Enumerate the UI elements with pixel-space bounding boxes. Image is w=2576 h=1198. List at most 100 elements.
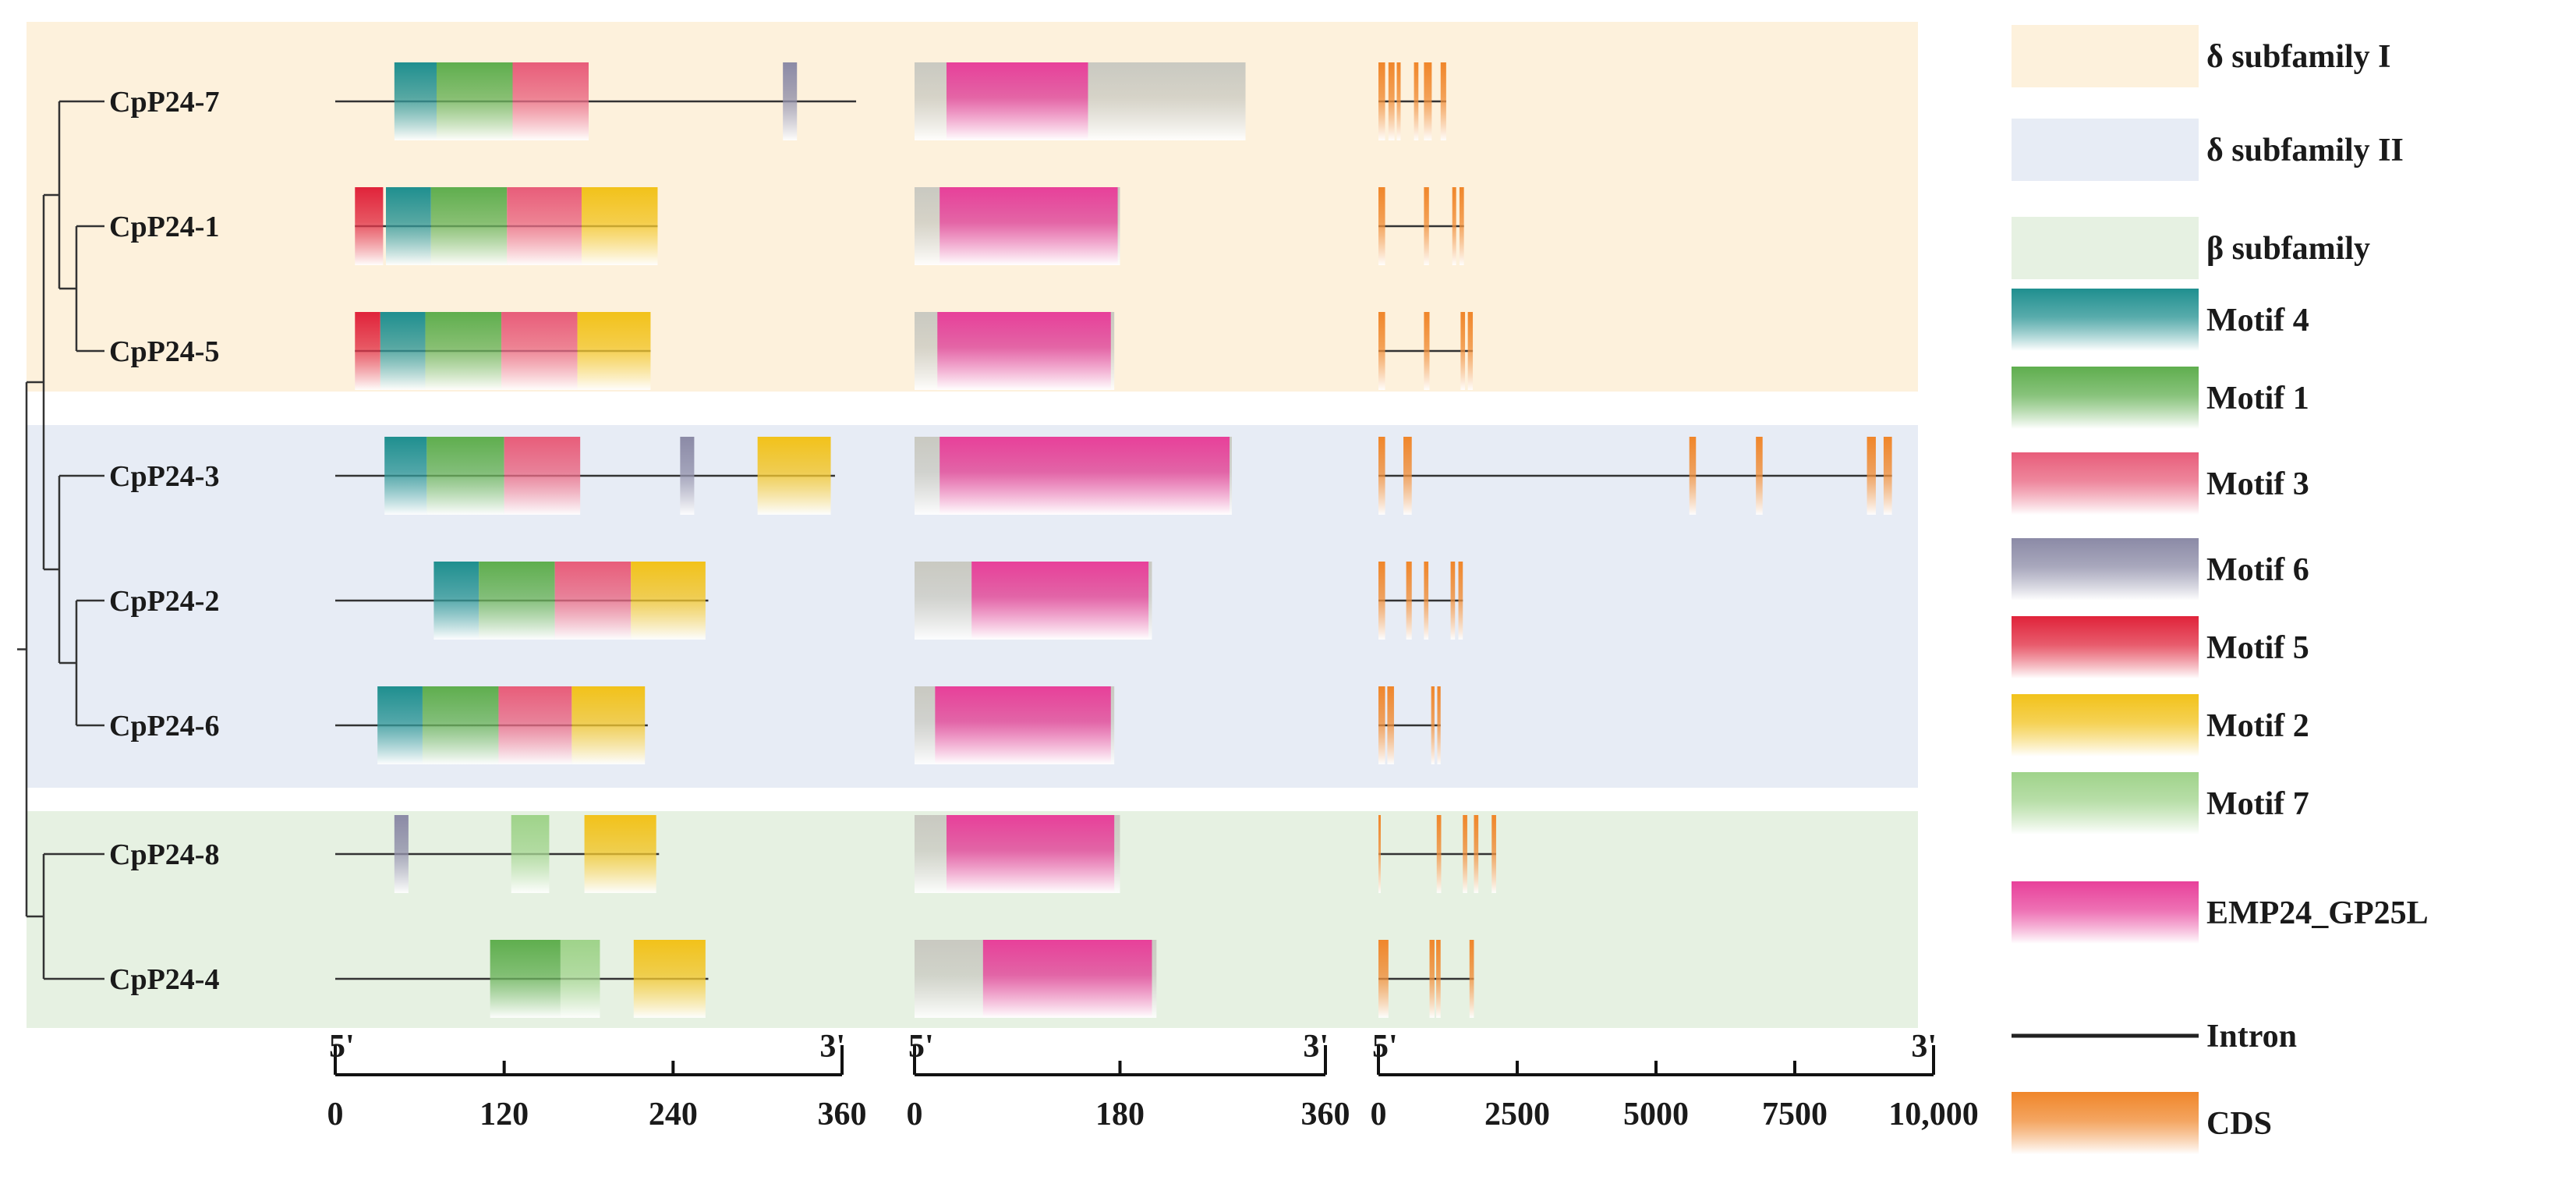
cds-exon <box>1424 562 1429 640</box>
cds-exon <box>1756 437 1763 515</box>
cds-exon <box>1378 815 1381 893</box>
cds-exon <box>1414 62 1419 140</box>
emp24-domain <box>939 437 1230 515</box>
cds-exon <box>1491 815 1496 893</box>
axis-end-label: 3' <box>819 1029 845 1065</box>
cds-exon <box>1378 686 1385 764</box>
motif-box-m4 <box>386 187 431 265</box>
cds-exon <box>1378 940 1389 1018</box>
motif-box-m1 <box>490 940 561 1018</box>
cds-exon <box>1396 62 1401 140</box>
legend-swatch-m7 <box>2012 772 2199 835</box>
legend-swatch-beta <box>2012 217 2199 279</box>
gene-label-CpP24-8: CpP24-8 <box>109 838 219 871</box>
motif-box-m7 <box>560 940 600 1018</box>
legend-label-m7: Motif 7 <box>2206 786 2309 822</box>
motif-box-m3 <box>504 437 581 515</box>
motif-box-m2 <box>577 312 651 390</box>
axis-tick-label: 2500 <box>1484 1097 1550 1132</box>
motif-box-m2 <box>584 815 656 893</box>
cds-exon <box>1452 187 1456 265</box>
gene-label-CpP24-2: CpP24-2 <box>109 585 219 618</box>
cds-exon <box>1450 562 1456 640</box>
motif-box-m4 <box>377 686 423 764</box>
legend-swatch-emp <box>2012 881 2199 944</box>
motif-box-m6 <box>680 437 695 515</box>
motif-box-m1 <box>425 312 502 390</box>
emp24-domain <box>946 815 1115 893</box>
protein-domain-panel <box>915 62 1246 1018</box>
axis-tick-label: 360 <box>818 1097 867 1132</box>
cds-exon <box>1867 437 1876 515</box>
axis-tick-label: 0 <box>327 1097 344 1132</box>
legend-label-m4: Motif 4 <box>2206 303 2309 338</box>
motif-box-m6 <box>394 815 409 893</box>
legend-label-m2: Motif 2 <box>2206 708 2309 744</box>
legend-swatch-cds <box>2012 1092 2199 1154</box>
motif-box-m1 <box>430 187 508 265</box>
motif-box-m5 <box>355 312 380 390</box>
motif-box-m1 <box>422 686 499 764</box>
legend-label-beta: β subfamily <box>2206 231 2370 267</box>
motif-box-m3 <box>501 312 578 390</box>
gene-label-CpP24-7: CpP24-7 <box>109 86 219 119</box>
axis-tick-label: 180 <box>1095 1097 1145 1132</box>
motif-box-m4 <box>394 62 437 140</box>
motif-box-m1 <box>426 437 504 515</box>
gene-label-CpP24-4: CpP24-4 <box>109 963 219 996</box>
cds-exon <box>1440 62 1446 140</box>
motif-box-m2 <box>757 437 831 515</box>
motif-box-m1 <box>479 562 555 640</box>
cds-exon <box>1387 686 1394 764</box>
emp24-domain <box>982 940 1152 1018</box>
axis-tick-label: 5000 <box>1623 1097 1689 1132</box>
cds-exon <box>1474 815 1479 893</box>
gene-label-CpP24-3: CpP24-3 <box>109 460 219 493</box>
legend-label-m3: Motif 3 <box>2206 466 2309 502</box>
cds-exon <box>1429 940 1435 1018</box>
motif-box-m2 <box>631 562 706 640</box>
cds-exon <box>1436 815 1442 893</box>
legend-swatch-m4 <box>2012 289 2199 351</box>
phylogenetic-tree <box>17 100 104 980</box>
legend-label-cds: CDS <box>2206 1106 2272 1142</box>
gene-label-CpP24-6: CpP24-6 <box>109 710 219 743</box>
legend-swatch-m3 <box>2012 452 2199 515</box>
legend-swatch-delta1 <box>2012 25 2199 87</box>
motif-box-m4 <box>380 312 426 390</box>
legend-label-m1: Motif 1 <box>2206 381 2309 416</box>
legend-swatch-m6 <box>2012 538 2199 601</box>
cds-exon <box>1406 562 1412 640</box>
cds-exon <box>1378 187 1385 265</box>
emp24-domain <box>937 312 1111 390</box>
cds-exon <box>1388 62 1395 140</box>
motif-box-m2 <box>633 940 706 1018</box>
legend-label-m6: Motif 6 <box>2206 552 2309 588</box>
axis-tick-label: 10,000 <box>1888 1097 1979 1132</box>
motif-box-m5 <box>355 187 384 265</box>
motif-box-m4 <box>384 437 427 515</box>
cds-exon <box>1424 187 1429 265</box>
motif-box-m2 <box>581 187 658 265</box>
cds-exon <box>1378 62 1385 140</box>
legend-swatch-delta2 <box>2012 119 2199 181</box>
legend-label-delta2: δ subfamily II <box>2206 133 2404 168</box>
cds-exon <box>1463 815 1467 893</box>
gene-label-CpP24-1: CpP24-1 <box>109 211 219 243</box>
axis-tick-label: 7500 <box>1762 1097 1828 1132</box>
scale-axes: 0 120 240 360 5' 3' 0 180 360 5' 3' 0 2500 5000 7500 10… <box>327 1029 1979 1132</box>
emp24-domain <box>935 686 1111 764</box>
emp24-domain <box>939 187 1118 265</box>
axis-start-label: 5' <box>329 1029 355 1065</box>
motif-box-m7 <box>511 815 550 893</box>
motif-box-m3 <box>498 686 572 764</box>
legend-swatch-m1 <box>2012 367 2199 429</box>
axis-tick-label: 0 <box>1371 1097 1387 1132</box>
axis-end-label: 3' <box>1303 1029 1329 1065</box>
cds-exon <box>1378 312 1385 390</box>
legend-swatch-m2 <box>2012 694 2199 757</box>
cds-exon <box>1467 312 1474 390</box>
axis-tick-label: 0 <box>907 1097 923 1132</box>
axis-start-label: 5' <box>908 1029 934 1065</box>
legend-label-emp: EMP24_GP25L <box>2206 895 2429 931</box>
